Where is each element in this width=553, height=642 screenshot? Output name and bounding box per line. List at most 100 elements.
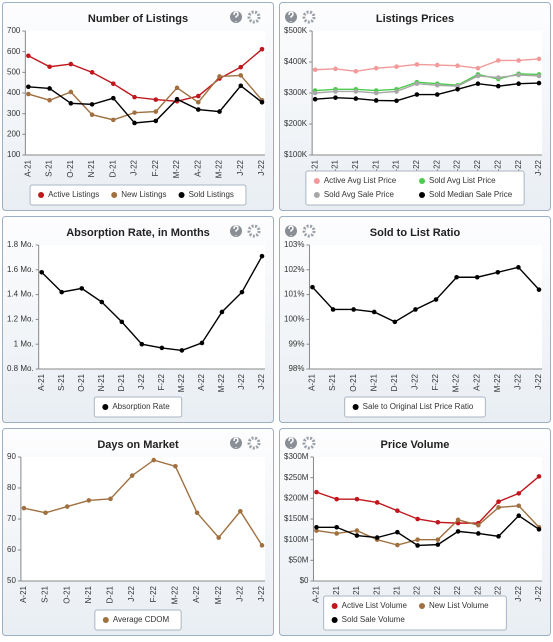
legend-label: Sale to Original List Price Ratio: [363, 402, 474, 411]
x-tick-label: S-21: [57, 373, 66, 390]
plot-area: [20, 457, 265, 581]
y-tick-label: $300K: [284, 88, 308, 97]
panel-title: Price Volume: [381, 439, 450, 451]
x-tick-label: S-21: [41, 585, 50, 602]
data-point: [99, 299, 105, 305]
legend: Active Avg List Price Sold Avg List Price…: [305, 170, 525, 206]
legend-marker: [313, 178, 320, 184]
data-point: [111, 117, 116, 123]
data-point: [373, 98, 379, 103]
settings-hub: [252, 441, 256, 445]
x-tick-label: J-22: [257, 373, 266, 389]
data-point: [195, 100, 201, 105]
x-tick-label: D-21: [106, 585, 115, 603]
data-point: [516, 72, 521, 78]
x-tick-label: N-21: [371, 159, 380, 177]
data-point: [435, 542, 441, 547]
data-point: [415, 543, 420, 548]
legend-label: Absorption Rate: [112, 402, 170, 411]
x-tick-label: D-21: [390, 373, 399, 391]
y-tick-label: 103%: [284, 240, 304, 249]
legend-box: [93, 396, 183, 418]
data-point: [89, 112, 95, 117]
x-tick-label: A-22: [197, 373, 206, 390]
data-point: [174, 96, 180, 102]
y-tick-label: $100K: [284, 150, 308, 159]
data-point: [415, 516, 420, 522]
data-point: [334, 531, 339, 536]
panel-title: Sold to List Ratio: [370, 227, 461, 239]
x-tick-label: O-21: [351, 159, 360, 177]
data-point: [111, 95, 116, 101]
y-tick-label: 1.6 Mo.: [7, 265, 34, 274]
x-tick-label: O-21: [77, 373, 86, 391]
legend: Active Listings New Listings Sold Listings: [29, 184, 247, 206]
legend-box: [94, 609, 182, 631]
data-point: [354, 528, 360, 533]
x-tick-label: F-22: [149, 585, 158, 602]
y-tick-label: $50M: [288, 555, 308, 564]
y-tick-label: 1 Mo.: [14, 339, 34, 348]
legend-marker: [102, 617, 109, 623]
legend-marker: [331, 617, 338, 623]
data-point: [371, 309, 377, 315]
data-point: [435, 537, 441, 542]
y-tick-label: 1.2 Mo.: [7, 315, 34, 324]
data-point: [238, 508, 243, 514]
y-tick-label: $100M: [284, 535, 309, 544]
series-line: [315, 74, 540, 94]
data-point: [312, 67, 318, 73]
x-tick-label: N-21: [97, 373, 106, 391]
data-point: [395, 542, 400, 548]
x-tick-label: F-22: [433, 585, 442, 602]
data-point: [217, 109, 222, 114]
settings-hub: [252, 229, 256, 233]
x-tick-label: N-21: [84, 585, 93, 603]
x-tick-label: N-21: [369, 373, 378, 391]
x-tick-label: J-22: [514, 159, 523, 175]
plot-area: [309, 245, 542, 369]
x-tick-label: J-22: [412, 159, 421, 175]
x-tick-label: F-22: [431, 373, 440, 390]
data-point: [373, 90, 379, 96]
data-point: [516, 265, 521, 270]
settings-icon: [247, 224, 261, 238]
data-point: [314, 524, 319, 530]
data-point: [414, 62, 420, 67]
series-line: [316, 475, 540, 524]
y-tick-label: 102%: [284, 265, 304, 274]
y-tick-label: 1.8 Mo.: [7, 240, 34, 249]
x-tick-label: J-22: [411, 373, 420, 389]
x-tick-label: J-22: [534, 585, 543, 601]
series-line: [315, 82, 540, 102]
data-point: [496, 534, 501, 539]
data-point: [353, 89, 359, 94]
data-point: [474, 274, 480, 280]
x-tick-label: N-21: [87, 159, 96, 177]
legend-label: New List Volume: [429, 601, 489, 610]
legend-label: Average CDOM: [113, 615, 170, 624]
x-tick-label: J-22: [514, 585, 523, 601]
y-tick-label: 600: [7, 47, 21, 56]
y-tick-label: $150M: [284, 514, 309, 523]
data-point: [47, 97, 52, 103]
x-tick-label: D-21: [117, 373, 126, 391]
legend-label: Sold Avg Sale Price: [324, 190, 395, 199]
data-point: [495, 83, 501, 89]
data-point: [394, 98, 399, 104]
y-tick-label: 300: [7, 109, 21, 118]
data-point: [314, 489, 319, 495]
x-tick-label: A-21: [23, 159, 32, 176]
x-tick-label: M-22: [453, 585, 462, 604]
data-point: [153, 109, 159, 114]
y-tick-label: 500: [7, 67, 21, 76]
data-point: [43, 510, 48, 516]
x-tick-label: M-22: [493, 373, 502, 392]
panel-title: Number of Listings: [88, 13, 188, 25]
x-tick-label: M-22: [177, 373, 186, 392]
panel-title: Absorption Rate, in Months: [66, 227, 210, 239]
data-point: [173, 464, 178, 469]
x-tick-label: A-21: [312, 585, 321, 602]
x-tick-label: O-21: [66, 159, 75, 177]
y-tick-label: $200M: [284, 493, 309, 502]
